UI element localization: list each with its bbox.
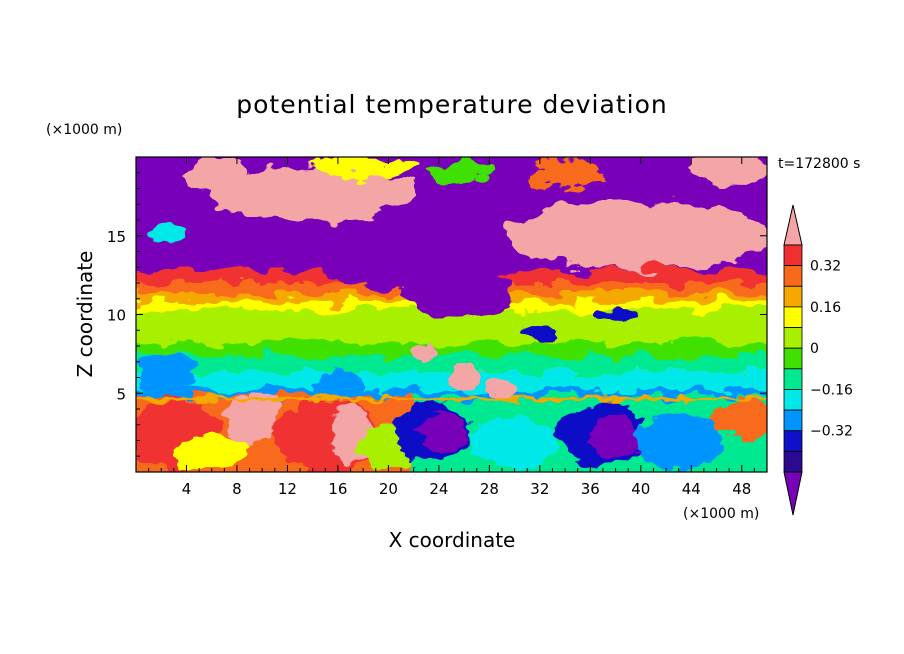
colorbar-bottom-triangle <box>783 471 803 516</box>
x-tick-label: 36 <box>581 480 600 498</box>
x-tick-label: 48 <box>732 480 751 498</box>
colorbar-segment <box>783 389 803 411</box>
colorbar-segment <box>783 265 803 287</box>
red-blob-1 <box>640 260 667 274</box>
lower-orange-right <box>710 397 767 436</box>
band-green <box>136 342 767 356</box>
thin-layer <box>136 397 767 401</box>
chart-title: potential temperature deviation <box>236 90 667 119</box>
colorbar: 0.32 0.16 0 −0.16 −0.32 <box>783 204 853 516</box>
navy-blob-mid <box>520 325 559 342</box>
pink-cloud-topleft <box>180 160 244 192</box>
colorbar-segment <box>783 285 803 308</box>
colorbar-segment <box>783 347 803 370</box>
purple-lobe <box>401 267 515 318</box>
x-axis-label: X coordinate <box>389 528 516 552</box>
colorbar-label: 0.32 <box>810 259 841 275</box>
colorbar-label: −0.32 <box>810 424 853 440</box>
band-blue <box>136 390 767 400</box>
lower-yellow-1 <box>173 437 250 469</box>
pink-cloud-right <box>508 201 767 271</box>
lower-purple-1 <box>422 410 468 455</box>
blue-bump-1 <box>136 355 200 394</box>
colorbar-segment <box>783 430 803 452</box>
colorbar-segment <box>783 306 803 328</box>
green-patch-top <box>426 161 502 184</box>
lower-cyan <box>470 418 559 469</box>
colorbar-segment <box>783 368 803 390</box>
colorbar-segment <box>783 244 803 267</box>
x-tick-label: 4 <box>182 480 192 498</box>
x-tick-label: 44 <box>682 480 701 498</box>
colorbar-segment <box>783 409 803 432</box>
y-axis-ticks: 5 10 15 <box>107 172 767 457</box>
pink-blob-mid-3 <box>486 379 518 398</box>
x-tick-label: 24 <box>429 480 448 498</box>
x-tick-label: 16 <box>328 480 347 498</box>
heatmap-field <box>136 157 767 472</box>
y-axis-unit: (×1000 m) <box>46 122 122 138</box>
colorbar-label: −0.16 <box>810 382 853 398</box>
y-tick-label: 5 <box>116 385 126 403</box>
colorbar-label: 0.16 <box>810 300 841 316</box>
orange-patch-top <box>527 161 603 187</box>
pink-blob-low <box>244 390 280 419</box>
yellow-patch-top <box>312 158 414 178</box>
pink-cloud-left <box>211 166 414 224</box>
colorbar-top-triangle <box>783 204 803 246</box>
x-axis-ticks: 4 8 12 16 20 24 28 32 36 40 44 48 <box>148 157 755 498</box>
pink-blob-mid-1 <box>448 363 480 392</box>
band-teal <box>136 355 767 372</box>
x-tick-label: 40 <box>631 480 650 498</box>
colorbar-segment <box>783 450 803 473</box>
y-tick-label: 10 <box>107 307 126 325</box>
x-tick-label: 28 <box>480 480 499 498</box>
x-tick-label: 32 <box>530 480 549 498</box>
navy-blob-mid-2 <box>595 308 636 321</box>
y-axis-label: Z coordinate <box>73 251 97 378</box>
lower-purple-2 <box>587 415 644 460</box>
pink-blob-mid-2 <box>411 344 442 361</box>
x-tick-label: 20 <box>379 480 398 498</box>
y-tick-label: 15 <box>107 228 126 246</box>
pink-cloud-topright <box>688 157 767 186</box>
cyan-blob-left <box>148 223 187 243</box>
colorbar-segment <box>783 327 803 349</box>
x-axis-unit: (×1000 m) <box>683 506 759 522</box>
x-tick-label: 12 <box>278 480 297 498</box>
colorbar-label: 0 <box>810 341 819 357</box>
x-tick-label: 8 <box>232 480 242 498</box>
blue-bump-2 <box>315 369 361 398</box>
lower-blue <box>634 412 723 469</box>
time-label: t=172800 s <box>778 156 860 172</box>
